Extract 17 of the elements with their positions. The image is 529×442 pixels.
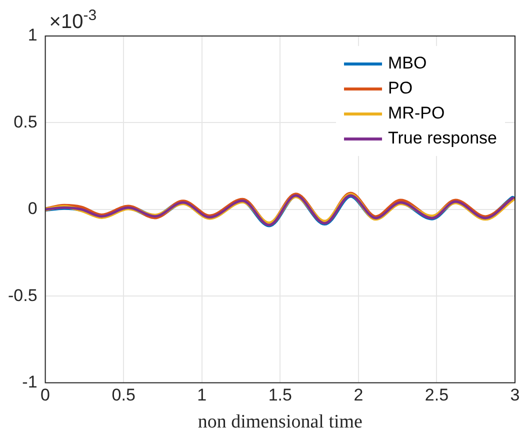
x-tick-label: 3 xyxy=(510,386,520,405)
x-tick-label: 1 xyxy=(197,386,207,405)
x-tick-label: 0.5 xyxy=(112,386,136,405)
x-tick-label: 2.5 xyxy=(424,386,449,405)
x-tick-label: 0 xyxy=(40,386,50,405)
legend-label: True response xyxy=(388,128,498,148)
legend-label: MBO xyxy=(388,54,427,73)
legend-label: MR-PO xyxy=(388,104,445,123)
y-tick-label: 1 xyxy=(28,26,38,45)
y-tick-label: 0.5 xyxy=(14,112,38,132)
legend-label: PO xyxy=(388,78,413,98)
y-tick-label: -1 xyxy=(22,372,38,392)
y-tick-label: 0 xyxy=(28,199,38,218)
x-tick-label: 1.5 xyxy=(268,386,292,405)
y-tick-label: -0.5 xyxy=(8,286,38,305)
x-axis-title: non dimensional time xyxy=(198,412,362,433)
x-tick-label: 2 xyxy=(354,386,364,405)
